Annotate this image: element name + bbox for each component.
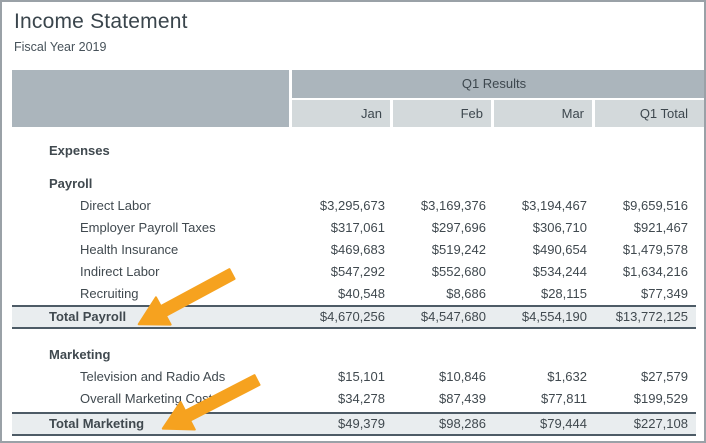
cell-mar: $534,244 — [532, 264, 587, 279]
cell-jan: $34,278 — [338, 391, 385, 406]
section-row-marketing: Marketing — [12, 344, 696, 366]
table-row-television-and-radio-ads: Television and Radio Ads $15,101 $10,846… — [12, 366, 696, 388]
column-header-jan: Jan — [292, 100, 390, 127]
section-row-expenses: Expenses — [12, 140, 696, 162]
total-row-marketing: Total Marketing $49,379 $98,286 $79,444 … — [12, 412, 696, 436]
cell-q1-total: $77,349 — [641, 286, 688, 301]
column-headers: Jan Feb Mar Q1 Total — [292, 100, 696, 127]
total-label: Total Marketing — [49, 416, 145, 431]
table-row-direct-labor: Direct Labor $3,295,673 $3,169,376 $3,19… — [12, 195, 696, 217]
cell-feb: $98,286 — [439, 416, 486, 431]
cell-mar: $3,194,467 — [521, 198, 587, 213]
cell-q1-total: $9,659,516 — [622, 198, 688, 213]
cell-feb: $10,846 — [439, 369, 486, 384]
row-label-header-cell — [12, 70, 289, 127]
cell-feb: $552,680 — [431, 264, 486, 279]
cell-jan: $4,670,256 — [319, 309, 385, 324]
section-label: Expenses — [49, 143, 110, 158]
row-label: Employer Payroll Taxes — [80, 220, 216, 235]
table-row-overall-marketing-costs: Overall Marketing Costs $34,278 $87,439 … — [12, 388, 696, 410]
cell-q1-total: $199,529 — [633, 391, 688, 406]
row-label: Indirect Labor — [80, 264, 160, 279]
table-row-indirect-labor: Indirect Labor $547,292 $552,680 $534,24… — [12, 261, 696, 283]
page-title: Income Statement — [14, 10, 188, 33]
column-header-q1-total: Q1 Total — [595, 100, 696, 127]
cell-feb: $297,696 — [431, 220, 486, 235]
row-label: Television and Radio Ads — [80, 369, 226, 384]
page-subtitle: Fiscal Year 2019 — [14, 40, 107, 54]
cell-jan: $317,061 — [330, 220, 385, 235]
cell-q1-total: $13,772,125 — [615, 309, 688, 324]
report-header: Income Statement Fiscal Year 2019 — [14, 10, 188, 54]
row-label: Recruiting — [80, 286, 139, 301]
cell-q1-total: $27,579 — [641, 369, 688, 384]
cell-feb: $87,439 — [439, 391, 486, 406]
cell-jan: $3,295,673 — [319, 198, 385, 213]
cell-q1-total: $1,479,578 — [622, 242, 688, 257]
cell-q1-total: $227,108 — [633, 416, 688, 431]
table-header: Q1 Results Jan Feb Mar Q1 Total — [12, 70, 696, 127]
cell-mar: $306,710 — [532, 220, 587, 235]
cell-jan: $15,101 — [338, 369, 385, 384]
cell-jan: $469,683 — [330, 242, 385, 257]
row-label: Direct Labor — [80, 198, 151, 213]
next-column-header-sliver — [694, 100, 704, 127]
cell-mar: $28,115 — [540, 286, 587, 301]
cell-q1-total: $921,467 — [633, 220, 688, 235]
income-statement-table: Q1 Results Jan Feb Mar Q1 Total Expenses… — [12, 70, 696, 436]
column-header-feb: Feb — [393, 100, 491, 127]
cell-q1-total: $1,634,216 — [622, 264, 688, 279]
cell-mar: $1,632 — [547, 369, 587, 384]
section-label: Marketing — [49, 347, 111, 362]
cell-mar: $490,654 — [532, 242, 587, 257]
cell-feb: $3,169,376 — [420, 198, 486, 213]
row-label: Health Insurance — [80, 242, 179, 257]
cell-jan: $547,292 — [330, 264, 385, 279]
next-column-cutoff-sliver — [694, 70, 704, 127]
cell-mar: $79,444 — [540, 416, 587, 431]
table-row-health-insurance: Health Insurance $469,683 $519,242 $490,… — [12, 239, 696, 261]
cell-mar: $4,554,190 — [521, 309, 587, 324]
cell-jan: $40,548 — [338, 286, 385, 301]
total-label: Total Payroll — [49, 309, 127, 324]
section-row-payroll: Payroll — [12, 173, 696, 195]
total-row-payroll: Total Payroll $4,670,256 $4,547,680 $4,5… — [12, 305, 696, 329]
row-label: Overall Marketing Costs — [80, 391, 219, 406]
cell-feb: $519,242 — [431, 242, 486, 257]
table-header-right: Q1 Results Jan Feb Mar Q1 Total — [292, 70, 696, 127]
section-label: Payroll — [49, 176, 93, 191]
column-header-mar: Mar — [494, 100, 592, 127]
table-row-employer-payroll-taxes: Employer Payroll Taxes $317,061 $297,696… — [12, 217, 696, 239]
table-row-recruiting: Recruiting $40,548 $8,686 $28,115 $77,34… — [12, 283, 696, 305]
column-group-header: Q1 Results — [292, 70, 696, 98]
cell-mar: $77,811 — [540, 391, 587, 406]
next-column-group-header-sliver — [694, 70, 704, 98]
cell-feb: $4,547,680 — [420, 309, 486, 324]
cell-jan: $49,379 — [338, 416, 385, 431]
cell-feb: $8,686 — [446, 286, 486, 301]
